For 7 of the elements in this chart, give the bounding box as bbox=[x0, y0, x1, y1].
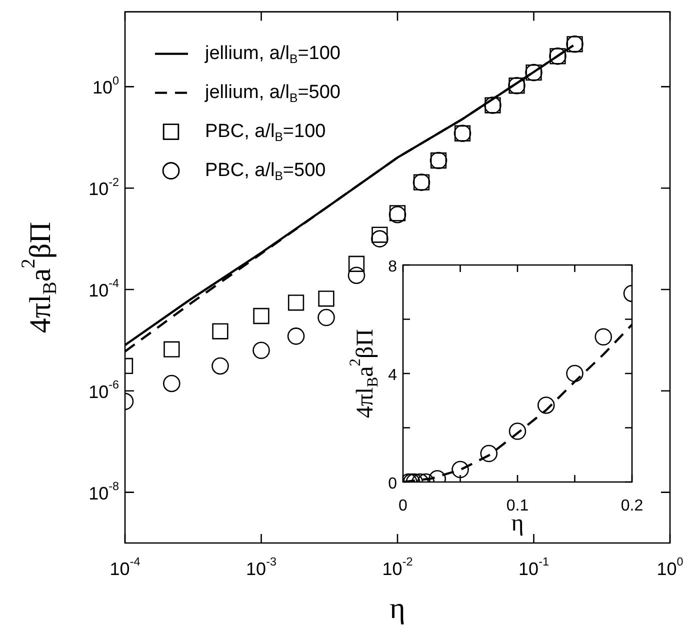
y-tick-label: 8 bbox=[388, 258, 398, 276]
y-tick-label: 0 bbox=[388, 475, 398, 492]
x-tick-label: 0.2 bbox=[620, 497, 644, 514]
y-tick-label: 4 bbox=[388, 366, 398, 384]
y-axis-title: 4πlBa2βΠ bbox=[18, 222, 62, 334]
x-axis-title: η bbox=[390, 592, 406, 625]
y-axis-title: 4πlBa2βΠ bbox=[347, 328, 382, 418]
